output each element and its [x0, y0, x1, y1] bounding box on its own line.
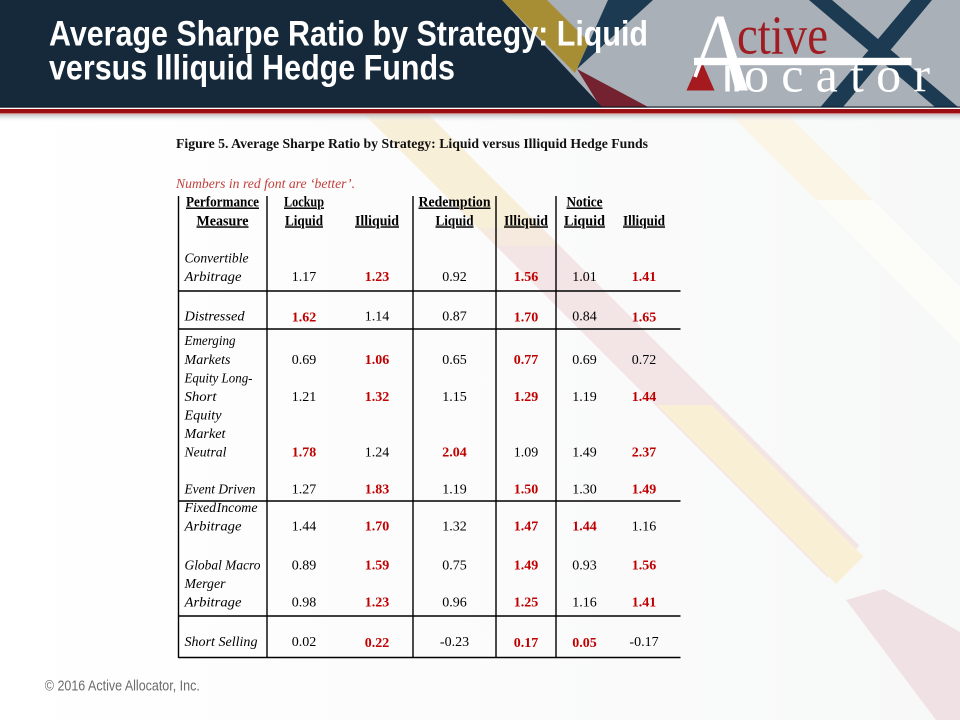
- svg-text:1.41: 1.41: [632, 596, 657, 611]
- svg-text:-0.17: -0.17: [629, 635, 658, 650]
- svg-text:Equity: Equity: [183, 408, 222, 423]
- svg-text:Merger: Merger: [184, 577, 227, 592]
- svg-text:1.30: 1.30: [572, 483, 597, 498]
- svg-text:1.16: 1.16: [632, 520, 657, 535]
- svg-text:1.65: 1.65: [632, 311, 657, 326]
- svg-text:1.70: 1.70: [514, 311, 539, 326]
- svg-text:1.19: 1.19: [572, 390, 597, 405]
- svg-text:Arbitrage: Arbitrage: [183, 520, 241, 535]
- svg-text:0.69: 0.69: [292, 353, 317, 368]
- svg-text:0.89: 0.89: [292, 559, 317, 574]
- svg-text:2.37: 2.37: [632, 445, 657, 460]
- svg-text:Distressed: Distressed: [183, 310, 245, 325]
- svg-text:Liquid: Liquid: [285, 213, 323, 229]
- svg-text:1.24: 1.24: [365, 445, 390, 460]
- svg-text:1.23: 1.23: [365, 270, 390, 285]
- svg-text:© 2016 Active Allocator, Inc.: © 2016 Active Allocator, Inc.: [45, 679, 200, 695]
- svg-text:1.44: 1.44: [572, 520, 597, 535]
- svg-text:1.83: 1.83: [365, 483, 390, 498]
- svg-text:1.70: 1.70: [365, 520, 390, 535]
- svg-text:0.22: 0.22: [365, 636, 390, 651]
- svg-text:ctive: ctive: [737, 5, 828, 66]
- svg-text:1.59: 1.59: [365, 559, 390, 574]
- svg-text:0.17: 0.17: [514, 636, 539, 651]
- svg-text:1.44: 1.44: [292, 520, 317, 535]
- svg-text:0.87: 0.87: [442, 310, 467, 325]
- svg-text:Illiquid: Illiquid: [355, 213, 399, 229]
- svg-text:0.72: 0.72: [632, 353, 657, 368]
- svg-text:1.06: 1.06: [365, 353, 390, 368]
- svg-text:-0.23: -0.23: [440, 635, 469, 650]
- svg-text:Neutral: Neutral: [184, 445, 227, 460]
- svg-text:1.19: 1.19: [442, 483, 467, 498]
- svg-text:versus Illiquid Hedge Funds: versus Illiquid Hedge Funds: [49, 49, 455, 88]
- svg-text:1.15: 1.15: [442, 390, 467, 405]
- svg-text:Numbers in red font are ‘bette: Numbers in red font are ‘better’.: [175, 176, 355, 191]
- svg-text:1.17: 1.17: [292, 270, 317, 285]
- svg-text:0.93: 0.93: [572, 559, 597, 574]
- svg-text:Market: Market: [183, 427, 226, 442]
- svg-text:Notice: Notice: [567, 195, 604, 211]
- svg-text:Arbitrage: Arbitrage: [183, 596, 241, 611]
- svg-text:1.01: 1.01: [572, 270, 597, 285]
- svg-text:Emerging: Emerging: [184, 334, 236, 349]
- svg-text:0.92: 0.92: [442, 270, 467, 285]
- svg-text:1.21: 1.21: [292, 390, 317, 405]
- svg-text:Average Sharpe Ratio by Strate: Average Sharpe Ratio by Strategy: Liquid: [49, 15, 648, 54]
- svg-text:Event Driven: Event Driven: [184, 483, 256, 498]
- svg-text:0.05: 0.05: [572, 636, 597, 651]
- svg-text:1.23: 1.23: [365, 596, 390, 611]
- svg-text:1.41: 1.41: [632, 270, 657, 285]
- svg-text:1.09: 1.09: [514, 445, 539, 460]
- svg-text:1.27: 1.27: [292, 483, 317, 498]
- svg-text:Fixed Income: Fixed Income: [184, 501, 258, 516]
- svg-text:Liquid: Liquid: [436, 213, 474, 229]
- svg-text:1.56: 1.56: [514, 270, 539, 285]
- svg-text:1.32: 1.32: [442, 520, 467, 535]
- svg-text:1.50: 1.50: [514, 483, 539, 498]
- svg-text:1.49: 1.49: [514, 559, 539, 574]
- svg-text:2.04: 2.04: [442, 445, 467, 460]
- svg-text:1.14: 1.14: [365, 310, 390, 325]
- svg-text:Short Selling: Short Selling: [185, 635, 258, 650]
- svg-text:0.96: 0.96: [442, 596, 467, 611]
- svg-text:0.75: 0.75: [442, 559, 467, 574]
- svg-text:Convertible: Convertible: [185, 252, 249, 267]
- svg-text:1.78: 1.78: [292, 445, 317, 460]
- svg-text:Liquid: Liquid: [564, 213, 605, 229]
- svg-text:1.49: 1.49: [572, 445, 597, 460]
- svg-text:Equity Long-: Equity Long-: [184, 371, 253, 386]
- svg-text:Lockup: Lockup: [284, 195, 324, 211]
- svg-text:0.65: 0.65: [442, 353, 467, 368]
- svg-text:Illiquid: Illiquid: [623, 213, 665, 229]
- svg-text:1.29: 1.29: [514, 390, 539, 405]
- svg-text:Markets: Markets: [183, 353, 231, 368]
- svg-text:Arbitrage: Arbitrage: [183, 270, 241, 285]
- svg-text:Measure: Measure: [197, 213, 250, 229]
- svg-text:Short: Short: [185, 390, 218, 405]
- svg-text:0.77: 0.77: [514, 353, 539, 368]
- svg-text:Figure 5. Average Sharpe Ratio: Figure 5. Average Sharpe Ratio by Strate…: [176, 137, 649, 152]
- svg-text:0.98: 0.98: [292, 596, 317, 611]
- svg-text:Redemption: Redemption: [419, 195, 491, 211]
- svg-text:1.44: 1.44: [632, 390, 657, 405]
- svg-text:1.25: 1.25: [514, 596, 539, 611]
- svg-text:0.84: 0.84: [572, 310, 597, 325]
- svg-text:Global Macro: Global Macro: [185, 559, 261, 574]
- svg-text:1.49: 1.49: [632, 483, 657, 498]
- svg-text:1.32: 1.32: [365, 390, 390, 405]
- svg-text:Illiquid: Illiquid: [504, 213, 548, 229]
- svg-text:1.16: 1.16: [572, 596, 597, 611]
- svg-text:Performance: Performance: [186, 195, 260, 211]
- svg-text:0.02: 0.02: [292, 635, 317, 650]
- svg-text:1.62: 1.62: [292, 311, 317, 326]
- svg-text:1.47: 1.47: [514, 520, 539, 535]
- svg-text:0.69: 0.69: [572, 353, 597, 368]
- svg-text:1.56: 1.56: [632, 559, 657, 574]
